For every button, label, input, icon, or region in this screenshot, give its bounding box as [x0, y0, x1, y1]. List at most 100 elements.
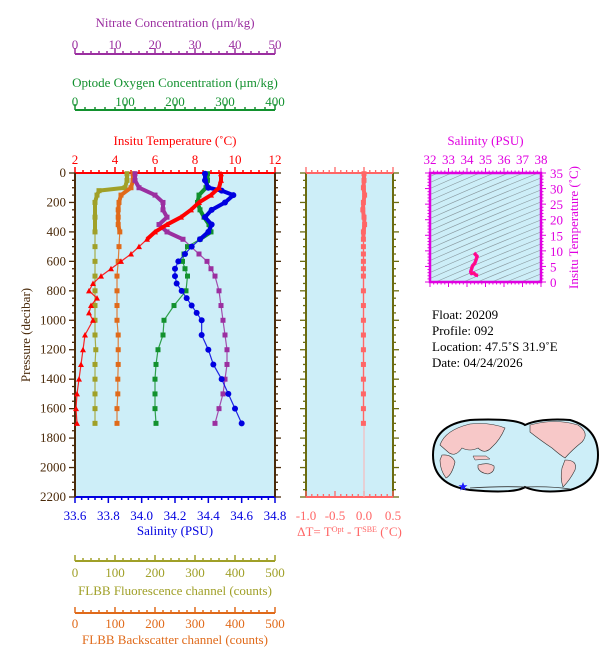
ts-temperature-title: Insitu Temperature (˚C): [566, 166, 581, 289]
delta-t-tick-label: 0.5: [385, 508, 401, 523]
ts-salinity-tick: 37: [516, 152, 530, 167]
float-id: Float: 20209: [432, 307, 499, 322]
pressure-tick-label: 2200: [40, 489, 66, 504]
salinity-axis: 33.6 33.8 34.0 34.2 34.4 34.6 34.8 Salinity (PS…: [64, 496, 287, 538]
nitrate-axis-tick-label: 30: [189, 37, 202, 52]
ts-temperature-tick: 15: [550, 228, 563, 243]
nitrate-axis-tick-label: 20: [149, 37, 162, 52]
oxygen-axis-tick-label: 300: [215, 94, 235, 109]
backscatter-axis-title: FLBB Backscatter channel (counts): [82, 632, 268, 647]
pressure-tick-label: 0: [60, 165, 67, 180]
map-land-north-america: [529, 421, 586, 459]
series-salinity: [172, 170, 245, 427]
oxygen-axis-tick-label: 200: [165, 94, 185, 109]
backscatter-axis-tick-label: 400: [225, 616, 245, 631]
ts-salinity-tick: 33: [442, 152, 455, 167]
location: Location: 47.5˚S 31.9˚E: [432, 339, 558, 354]
pressure-tick-label: 1400: [40, 371, 66, 386]
temperature-axis-tick-label: 4: [112, 152, 119, 167]
map-land-australia: [477, 463, 495, 475]
ts-salinity-tick: 32: [424, 152, 437, 167]
salinity-axis-tick-label: 34.6: [230, 508, 253, 523]
pressure-tick-label: 600: [47, 253, 67, 268]
fluorescence-axis: 0 100 200 300 400 500 FLBB Fluorescence channe…: [72, 555, 285, 598]
pressure-tick-label: 2000: [40, 460, 66, 475]
delta-t-plot-area: [306, 173, 393, 497]
ts-salinity-tick: 35: [479, 152, 492, 167]
series-fluorescence: [92, 171, 130, 426]
salinity-axis-title: Salinity (PSU): [137, 523, 213, 538]
temperature-axis-tick-label: 10: [229, 152, 242, 167]
backscatter-axis-tick-label: 100: [105, 616, 125, 631]
nitrate-axis-tick-label: 0: [72, 37, 79, 52]
oxygen-axis-tick-label: 100: [115, 94, 135, 109]
nitrate-axis-tick-label: 50: [269, 37, 282, 52]
pressure-axis: 0 200 400 600 800 1000 1200 1400 1600 1800 2000 220…: [18, 165, 281, 504]
series-temperature: [73, 170, 224, 426]
pressure-tick-label: 400: [47, 224, 67, 239]
ts-salinity-tick: 36: [498, 152, 512, 167]
fluorescence-axis-tick-label: 200: [145, 565, 165, 580]
delta-t-tick-label: -1.0: [296, 508, 317, 523]
ts-temperature-tick: 20: [550, 213, 563, 228]
map-land-africa: [439, 454, 456, 479]
salinity-axis-tick-label: 34.2: [164, 508, 187, 523]
salinity-axis-tick-label: 34.4: [197, 508, 220, 523]
oxygen-axis-tick-label: 0: [72, 94, 79, 109]
nitrate-axis-tick-label: 10: [109, 37, 122, 52]
fluorescence-axis-tick-label: 500: [265, 565, 285, 580]
temperature-axis-tick-label: 8: [192, 152, 199, 167]
profile-number: Profile: 092: [432, 323, 494, 338]
nitrate-axis-tick-label: 40: [229, 37, 242, 52]
pressure-tick-label: 1600: [40, 401, 66, 416]
fluorescence-axis-tick-label: 100: [105, 565, 125, 580]
salinity-axis-tick-label: 34.0: [130, 508, 153, 523]
delta-t-tick-label: -0.5: [325, 508, 346, 523]
nitrate-axis-title: Nitrate Concentration (µm/kg): [95, 15, 254, 30]
nitrate-axis: 0 10 20 30 40 50 Nitrate Concentration (µm/kg): [72, 15, 282, 55]
fluorescence-axis-title: FLBB Fluorescence channel (counts): [78, 583, 272, 598]
float-location-star-icon: [458, 482, 468, 491]
fluorescence-axis-tick-label: 0: [72, 565, 79, 580]
map-land-south-america: [560, 459, 576, 488]
main-plot-area: [75, 173, 275, 497]
ts-temperature-tick: 30: [550, 182, 563, 197]
pressure-tick-label: 1000: [40, 312, 66, 327]
fluorescence-axis-tick-label: 300: [185, 565, 205, 580]
density-isolines: [430, 173, 541, 282]
ts-salinity-title: Salinity (PSU): [447, 133, 523, 148]
pressure-tick-label: 200: [47, 194, 67, 209]
temperature-axis-tick-label: 2: [72, 152, 79, 167]
salinity-axis-tick-label: 33.8: [97, 508, 120, 523]
salinity-axis-tick-label: 34.8: [264, 508, 287, 523]
ts-temperature-tick: 0: [550, 275, 557, 290]
ts-temperature-tick: 10: [550, 244, 563, 259]
pressure-axis-title: Pressure (decibar): [18, 288, 33, 382]
backscatter-axis-tick-label: 200: [145, 616, 165, 631]
oxygen-axis: 0 100 200 300 400 Optode Oxygen Concentration…: [72, 75, 285, 111]
temperature-dense-segment: [145, 173, 223, 241]
oxygen-axis-title: Optode Oxygen Concentration (µm/kg): [72, 75, 278, 90]
temperature-axis-title: Insitu Temperature (˚C): [113, 133, 236, 148]
temperature-axis: 2 4 6 8 10 12 Insitu Temperature (˚C): [72, 133, 282, 174]
delta-t-tick-label: 0.0: [356, 508, 372, 523]
oxygen-axis-tick-label: 400: [265, 94, 285, 109]
world-map: [431, 418, 600, 493]
temperature-axis-tick-label: 12: [269, 152, 282, 167]
delta-t-dense-segment: [360, 173, 367, 240]
ts-temperature-tick: 25: [550, 197, 563, 212]
salinity-axis-tick-label: 33.6: [64, 508, 87, 523]
backscatter-axis-tick-label: 0: [72, 616, 79, 631]
delta-t-axis-title: ΔT= TOpt - TSBE (˚C): [297, 524, 402, 539]
map-land-eurasia: [439, 423, 506, 455]
ts-temperature-tick: 5: [550, 259, 557, 274]
date: Date: 04/24/2026: [432, 355, 523, 370]
ts-salinity-tick: 34: [461, 152, 475, 167]
ts-plot-area: [430, 173, 541, 282]
pressure-tick-label: 1800: [40, 430, 66, 445]
ts-diagram: 32 33 34 35 36 37 38 Salinity (PSU) 051015202530…: [424, 133, 582, 290]
float-info: Float: 20209 Profile: 092 Location: 47.5…: [432, 307, 558, 371]
map-land-indonesia: [472, 455, 491, 461]
